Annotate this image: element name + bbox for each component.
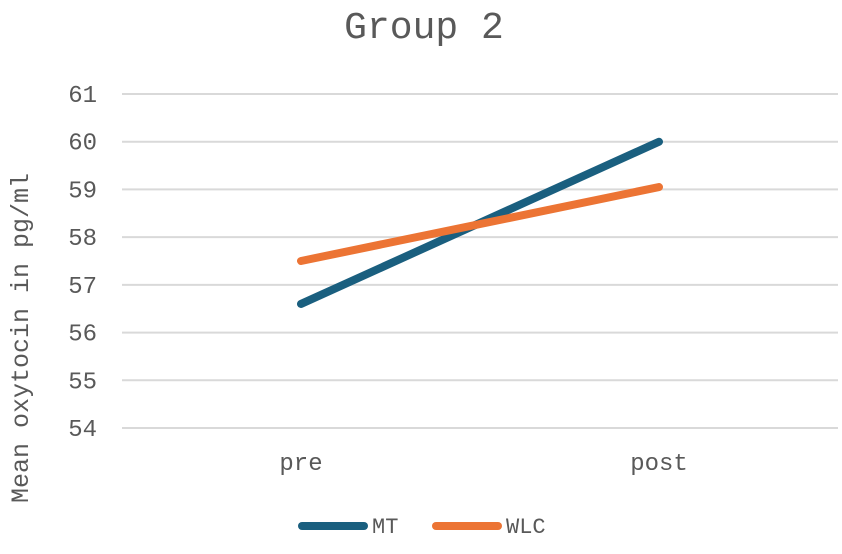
y-axis-ticks: 54 55 56 57 58 59 60 61 bbox=[68, 83, 97, 444]
chart-title: Group 2 bbox=[344, 7, 504, 50]
gridlines bbox=[122, 93, 838, 429]
x-axis-ticks: pre post bbox=[279, 451, 687, 478]
legend: MT WLC bbox=[298, 515, 546, 540]
y-tick-label: 56 bbox=[68, 322, 97, 349]
y-axis-label: Mean oxytocin in pg/ml bbox=[7, 173, 36, 503]
series-line-wlc bbox=[297, 183, 663, 265]
y-tick-label: 58 bbox=[68, 226, 97, 253]
series-lines bbox=[297, 137, 663, 308]
y-tick-label: 60 bbox=[68, 131, 97, 158]
legend-label-mt: MT bbox=[372, 515, 398, 540]
legend-label-wlc: WLC bbox=[506, 515, 546, 540]
x-tick-label: post bbox=[630, 451, 688, 478]
y-tick-label: 61 bbox=[68, 83, 97, 110]
x-tick-label: pre bbox=[279, 451, 322, 478]
y-tick-label: 59 bbox=[68, 178, 97, 205]
y-tick-label: 54 bbox=[68, 417, 97, 444]
y-tick-label: 57 bbox=[68, 274, 97, 301]
y-tick-label: 55 bbox=[68, 369, 97, 396]
